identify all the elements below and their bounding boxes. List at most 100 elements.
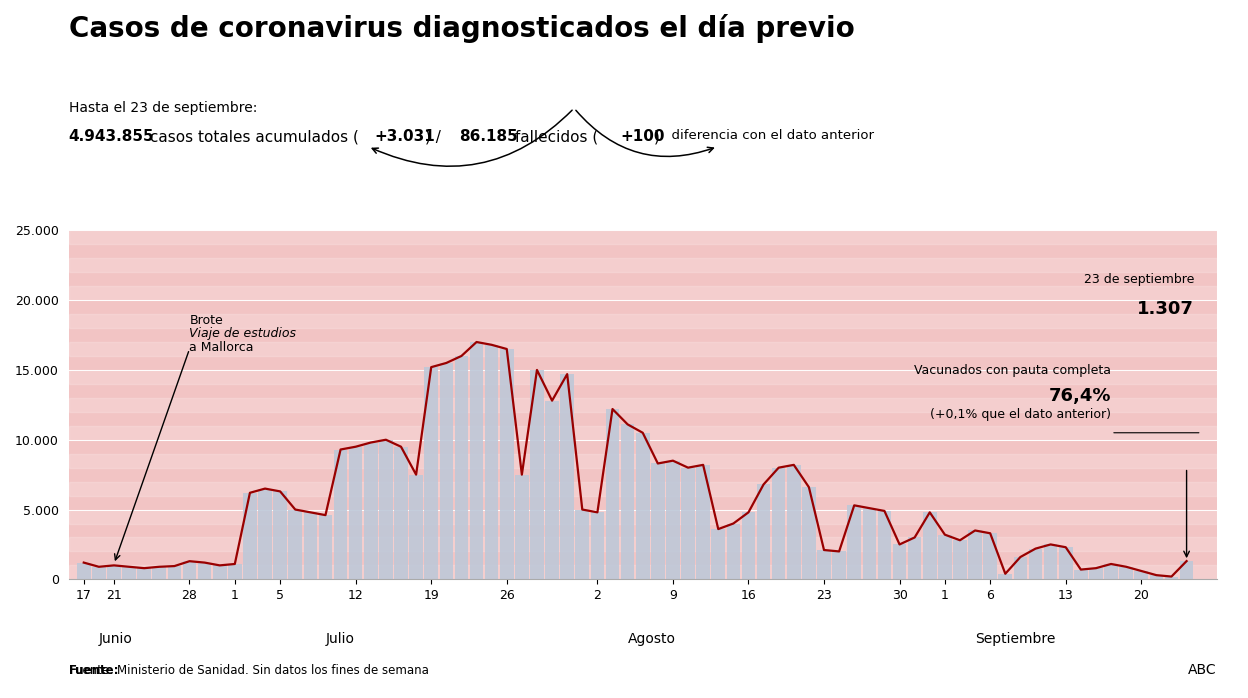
Bar xyxy=(69,314,1217,328)
Bar xyxy=(69,454,1217,468)
Bar xyxy=(560,374,574,579)
Bar xyxy=(877,511,891,579)
Bar xyxy=(228,564,242,579)
Bar xyxy=(590,512,604,579)
Bar xyxy=(69,551,1217,565)
Text: Brote: Brote xyxy=(190,314,223,327)
Bar xyxy=(69,300,1217,314)
Bar xyxy=(69,328,1217,342)
Bar xyxy=(333,450,347,579)
Bar xyxy=(69,286,1217,300)
Text: Junio: Junio xyxy=(99,632,132,646)
Bar xyxy=(771,468,785,579)
Text: 1.307: 1.307 xyxy=(1137,300,1194,318)
Bar xyxy=(983,533,997,579)
Bar xyxy=(69,537,1217,551)
Bar xyxy=(1013,557,1027,579)
Text: Fuente:: Fuente: xyxy=(69,664,119,677)
Text: a Mallorca: a Mallorca xyxy=(190,341,255,354)
Bar xyxy=(122,567,136,579)
Text: +100: +100 xyxy=(620,129,665,144)
Bar xyxy=(77,563,91,579)
Bar xyxy=(968,530,982,579)
Bar xyxy=(515,475,529,579)
Bar xyxy=(575,510,589,579)
Bar xyxy=(741,512,755,579)
Bar xyxy=(288,510,302,579)
Text: ): ) xyxy=(654,129,660,144)
Bar xyxy=(1134,571,1148,579)
Bar xyxy=(303,512,317,579)
Text: 76,4%: 76,4% xyxy=(1048,387,1111,405)
Bar xyxy=(1075,570,1088,579)
Bar xyxy=(167,566,181,579)
Bar xyxy=(92,567,106,579)
Bar xyxy=(69,412,1217,426)
Bar xyxy=(349,447,362,579)
Text: Vacunados con pauta completa: Vacunados con pauta completa xyxy=(914,364,1111,377)
Text: ) /: ) / xyxy=(426,129,446,144)
Text: 86.185: 86.185 xyxy=(459,129,518,144)
Text: Fuente: Ministerio de Sanidad. Sin datos los fines de semana: Fuente: Ministerio de Sanidad. Sin datos… xyxy=(69,664,428,677)
Text: 4.943.855: 4.943.855 xyxy=(69,129,155,144)
Text: Viaje de estudios: Viaje de estudios xyxy=(190,327,297,340)
Bar xyxy=(998,574,1012,579)
Bar xyxy=(394,447,408,579)
Bar xyxy=(454,356,468,579)
Bar xyxy=(69,370,1217,384)
Bar xyxy=(69,230,1217,244)
Text: +3.031: +3.031 xyxy=(374,129,434,144)
Bar xyxy=(953,540,967,579)
Bar xyxy=(69,482,1217,496)
Bar xyxy=(726,524,740,579)
Bar xyxy=(1164,577,1178,579)
Bar xyxy=(802,487,816,579)
Bar xyxy=(439,363,453,579)
Text: Hasta el 23 de septiembre:: Hasta el 23 de septiembre: xyxy=(69,101,257,115)
Bar xyxy=(907,537,921,579)
Bar xyxy=(1058,547,1072,579)
Bar xyxy=(213,565,227,579)
Bar xyxy=(1119,567,1133,579)
Bar xyxy=(681,468,695,579)
Bar xyxy=(696,465,710,579)
Bar xyxy=(1028,549,1042,579)
Bar xyxy=(364,443,378,579)
Text: 23 de septiembre: 23 de septiembre xyxy=(1083,273,1194,286)
Bar xyxy=(605,409,619,579)
Bar xyxy=(409,475,423,579)
Bar xyxy=(273,491,287,579)
Text: diferencia con el dato anterior: diferencia con el dato anterior xyxy=(663,129,874,142)
Bar xyxy=(862,508,876,579)
Bar xyxy=(69,356,1217,370)
Bar xyxy=(1179,561,1193,579)
Bar xyxy=(938,535,952,579)
Bar xyxy=(832,551,846,579)
Bar xyxy=(107,565,121,579)
Bar xyxy=(636,433,649,579)
Bar xyxy=(69,258,1217,272)
Bar xyxy=(152,567,166,579)
Bar xyxy=(69,384,1217,398)
Text: Casos de coronavirus diagnosticados el día previo: Casos de coronavirus diagnosticados el d… xyxy=(69,14,855,43)
Bar xyxy=(711,529,725,579)
Text: (+0,1% que el dato anterior): (+0,1% que el dato anterior) xyxy=(930,408,1111,421)
Bar xyxy=(182,561,196,579)
Bar xyxy=(1043,544,1057,579)
Text: Agosto: Agosto xyxy=(628,632,675,646)
Bar xyxy=(258,489,272,579)
Bar xyxy=(69,244,1217,258)
Bar xyxy=(1104,564,1118,579)
Bar xyxy=(69,524,1217,537)
Bar xyxy=(500,349,514,579)
Bar xyxy=(620,424,634,579)
Bar xyxy=(69,440,1217,454)
Bar xyxy=(137,568,151,579)
Bar xyxy=(69,426,1217,440)
Bar xyxy=(545,401,559,579)
Bar xyxy=(530,370,544,579)
Bar xyxy=(817,550,831,579)
Bar xyxy=(69,510,1217,524)
Bar xyxy=(69,468,1217,482)
Bar xyxy=(924,512,936,579)
